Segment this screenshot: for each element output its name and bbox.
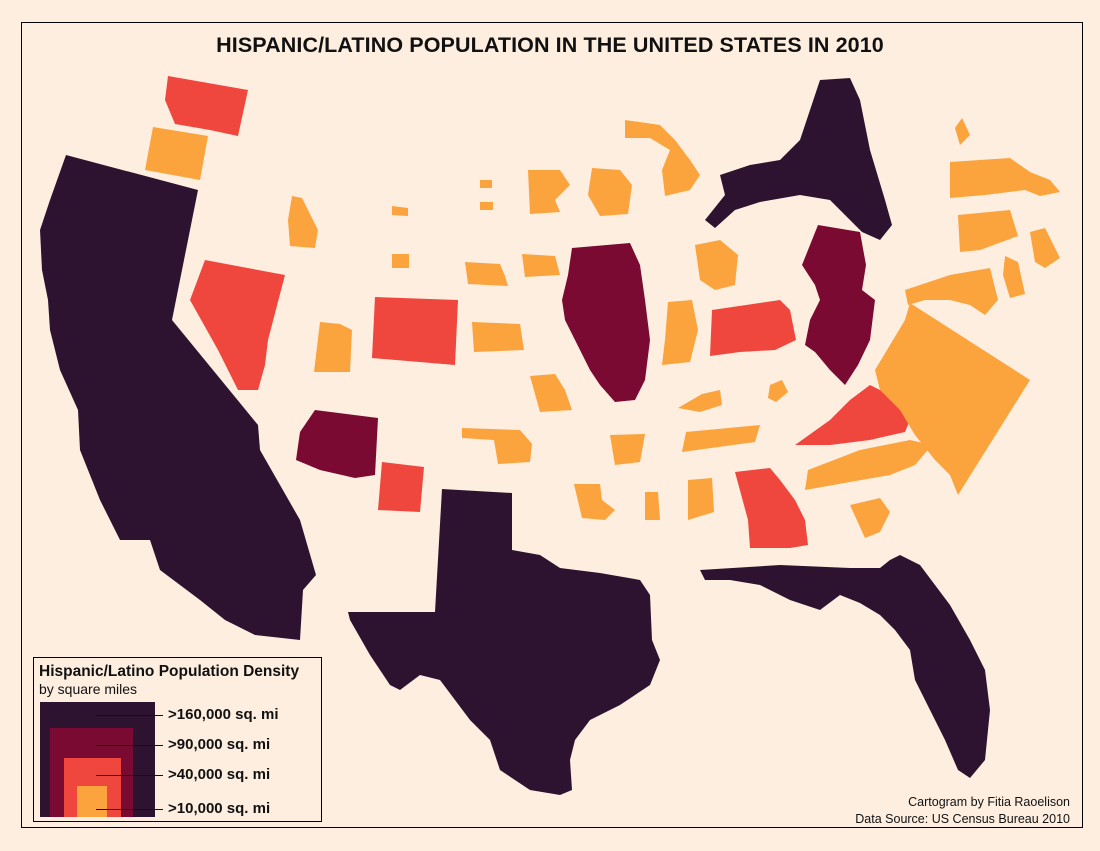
state-ohio[interactable] xyxy=(695,240,738,290)
state-georgia[interactable] xyxy=(735,468,808,548)
legend-label-class-1: >160,000 sq. mi xyxy=(168,706,279,723)
state-virginia[interactable] xyxy=(795,385,910,445)
state-nevada[interactable] xyxy=(190,260,285,390)
state-north-carolina[interactable] xyxy=(805,440,932,490)
state-california[interactable] xyxy=(40,155,316,640)
state-kentucky[interactable] xyxy=(678,390,722,412)
state-west-virginia[interactable] xyxy=(768,380,788,402)
state-kansas[interactable] xyxy=(472,322,524,352)
map-title: HISPANIC/LATINO POPULATION IN THE UNITED… xyxy=(216,33,884,57)
legend-leader-class-1 xyxy=(96,715,163,716)
legend: Hispanic/Latino Population Density by sq… xyxy=(33,657,322,822)
legend-label-class-3: >40,000 sq. mi xyxy=(168,766,271,783)
state-illinois[interactable] xyxy=(562,243,650,402)
state-michigan[interactable] xyxy=(625,120,700,196)
legend-leader-class-2 xyxy=(96,745,163,746)
map-frame xyxy=(21,22,1083,828)
state-indiana[interactable] xyxy=(662,300,698,365)
state-new-york[interactable] xyxy=(705,78,892,240)
state-utah[interactable] xyxy=(314,322,352,372)
class-1-states xyxy=(40,78,990,795)
state-oklahoma[interactable] xyxy=(462,428,532,464)
credits-author: Cartogram by Fitia Raoelison xyxy=(908,795,1070,809)
state-florida[interactable] xyxy=(700,555,990,778)
legend-subtitle: by square miles xyxy=(39,681,138,697)
state-wisconsin[interactable] xyxy=(588,168,632,216)
legend-title: Hispanic/Latino Population Density xyxy=(39,663,300,680)
state-new-mexico[interactable] xyxy=(378,462,424,512)
state-wyoming-small[interactable] xyxy=(392,206,408,216)
state-delaware[interactable] xyxy=(1003,256,1025,298)
class-2-states xyxy=(296,225,875,478)
state-texas[interactable] xyxy=(348,489,660,795)
state-maryland[interactable] xyxy=(905,268,998,315)
class-4-states xyxy=(145,118,1060,538)
state-iowa[interactable] xyxy=(522,254,560,277)
state-oregon[interactable] xyxy=(145,127,208,180)
legend-leader-class-4 xyxy=(96,809,163,810)
state-idaho[interactable] xyxy=(288,196,318,248)
state-colorado[interactable] xyxy=(372,297,458,365)
legend-leader-class-3 xyxy=(96,775,163,776)
state-mississippi[interactable] xyxy=(645,492,660,520)
state-massachusetts[interactable] xyxy=(950,158,1060,198)
state-washington[interactable] xyxy=(165,76,248,136)
legend-label-class-2: >90,000 sq. mi xyxy=(168,736,271,753)
state-south-dakota-small[interactable] xyxy=(392,254,409,268)
state-tennessee[interactable] xyxy=(682,425,760,452)
credits-source: Data Source: US Census Bureau 2010 xyxy=(855,812,1070,826)
state-arkansas[interactable] xyxy=(610,434,645,465)
state-montana-small[interactable] xyxy=(480,180,492,188)
state-rhode-island[interactable] xyxy=(1030,228,1060,268)
credits: Cartogram by Fitia Raoelison Data Source… xyxy=(855,794,1070,828)
state-alabama[interactable] xyxy=(688,478,714,520)
state-nebraska[interactable] xyxy=(465,262,508,286)
legend-swatch-class-4 xyxy=(77,786,107,817)
state-connecticut[interactable] xyxy=(958,210,1018,252)
state-maine[interactable] xyxy=(955,118,970,145)
class-3-states xyxy=(165,76,910,548)
state-louisiana[interactable] xyxy=(574,484,615,520)
state-north-dakota-small[interactable] xyxy=(480,202,493,210)
state-dc-enlarged[interactable] xyxy=(875,303,1030,495)
state-new-jersey[interactable] xyxy=(802,225,875,385)
state-minnesota[interactable] xyxy=(528,170,570,214)
state-arizona[interactable] xyxy=(296,410,378,478)
state-pennsylvania[interactable] xyxy=(710,300,796,356)
state-south-carolina[interactable] xyxy=(850,498,890,538)
legend-label-class-4: >10,000 sq. mi xyxy=(168,800,271,817)
state-missouri[interactable] xyxy=(530,374,572,412)
